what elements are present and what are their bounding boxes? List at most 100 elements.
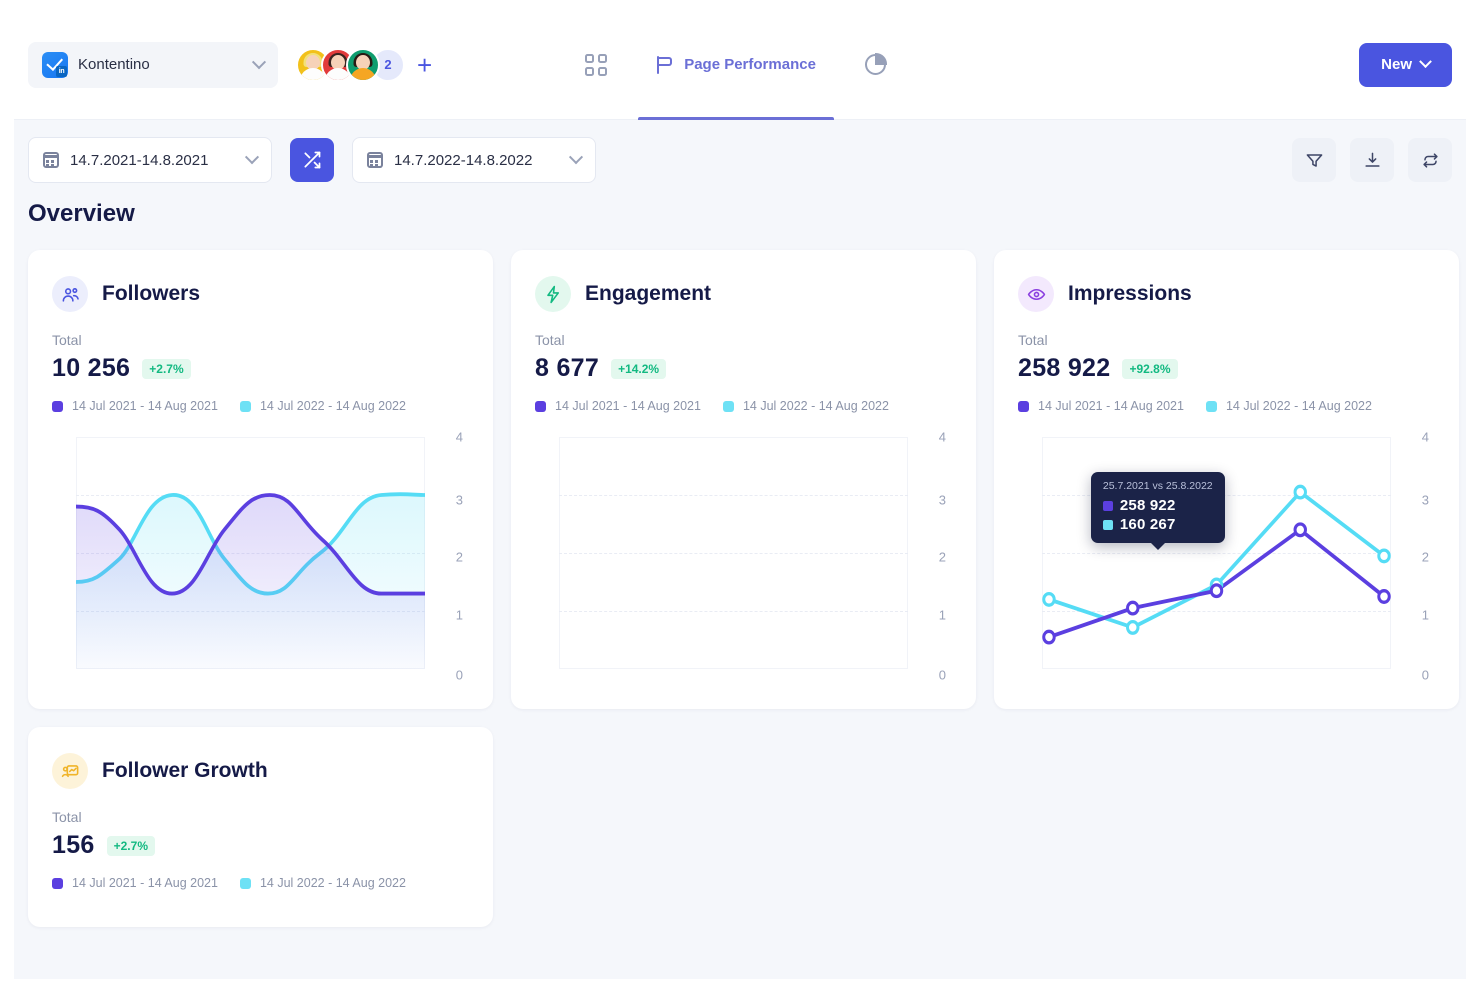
legend-item-b: 14 Jul 2022 - 14 Aug 2022 (1205, 399, 1372, 413)
brand-selector[interactable]: in Kontentino (28, 41, 278, 88)
followers-area-svg (76, 492, 425, 669)
card-follower-growth: Follower Growth Total 156 +2.7% 14 Jul 2… (28, 727, 493, 927)
frame-edge-bottom (0, 979, 1480, 987)
y-tick: 3 (455, 492, 463, 507)
plot-area: 25.7.2021 vs 25.8.2022 258 922 160 267 (1042, 437, 1391, 669)
total-row: 258 922 +92.8% (1018, 354, 1435, 383)
calendar-icon (367, 152, 383, 168)
impressions-chart[interactable]: 25.7.2021 vs 25.8.2022 258 922 160 267 (1018, 429, 1435, 687)
tooltip-row: 258 922 (1102, 497, 1213, 514)
tooltip-swatch (1102, 519, 1113, 530)
chart-legend: 14 Jul 2021 - 14 Aug 2021 14 Jul 2022 - … (52, 399, 469, 413)
legend-label: 14 Jul 2022 - 14 Aug 2022 (742, 399, 889, 413)
lightning-bolt-icon (535, 276, 571, 312)
legend-item-b: 14 Jul 2022 - 14 Aug 2022 (722, 399, 889, 413)
total-value: 10 256 (52, 354, 131, 382)
y-tick: 4 (938, 429, 946, 445)
grid-view-icon[interactable] (574, 43, 618, 87)
legend-label: 14 Jul 2021 - 14 Aug 2021 (72, 399, 218, 413)
metric-cards-row: Followers Total 10 256 +2.7% 14 Jul 2021… (28, 250, 1466, 709)
tab-bar: Page Performance (574, 10, 898, 120)
total-label: Total (1018, 332, 1048, 348)
legend-swatch (52, 877, 63, 889)
y-tick: 0 (1421, 667, 1429, 683)
flag-icon (656, 55, 674, 74)
date-range-from-value: 14.7.2021-14.8.2021 (70, 151, 209, 169)
plot-area (76, 437, 425, 669)
tab-page-performance[interactable]: Page Performance (638, 10, 834, 120)
delta-badge: +2.7% (142, 358, 191, 379)
pie-chart-icon[interactable] (854, 43, 898, 87)
tooltip-value: 258 922 (1119, 497, 1176, 514)
chevron-down-icon (1419, 55, 1432, 69)
total-label: Total (52, 809, 82, 825)
legend-item-a: 14 Jul 2021 - 14 Aug 2021 (52, 399, 218, 413)
delta-badge: +92.8% (1122, 358, 1178, 379)
gridline (559, 553, 908, 554)
brand-name: Kontentino (78, 56, 150, 73)
people-group-icon (52, 276, 88, 312)
tooltip-row: 160 267 (1102, 516, 1213, 533)
frame-edge-right (1466, 0, 1480, 987)
legend-label: 14 Jul 2021 - 14 Aug 2021 (1038, 399, 1184, 413)
engagement-chart[interactable]: 4 3 2 1 0 (535, 429, 952, 687)
content-area: Overview Followers Total 10 256 +2.7 (28, 200, 1466, 979)
chart-legend: 14 Jul 2021 - 14 Aug 2021 14 Jul 2022 - … (1018, 399, 1435, 413)
y-tick: 3 (938, 492, 946, 507)
total-row: 8 677 +14.2% (535, 354, 952, 383)
card-header: Follower Growth (52, 753, 469, 789)
y-tick: 1 (1421, 607, 1429, 623)
legend-label: 14 Jul 2022 - 14 Aug 2022 (1225, 399, 1372, 413)
tooltip-title: 25.7.2021 vs 25.8.2022 (1102, 480, 1213, 492)
y-axis: 4 3 2 1 0 (912, 429, 952, 687)
legend-item-a: 14 Jul 2021 - 14 Aug 2021 (52, 876, 218, 890)
y-tick: 0 (938, 667, 946, 683)
card-title: Follower Growth (102, 759, 268, 782)
add-member-plus-icon[interactable]: + (417, 49, 433, 80)
legend-swatch (239, 877, 251, 889)
legend-item-b: 14 Jul 2022 - 14 Aug 2022 (239, 876, 406, 890)
y-tick: 4 (1421, 429, 1429, 445)
card-title: Followers (102, 282, 201, 305)
card-header: Engagement (535, 276, 952, 312)
new-button-label: New (1381, 56, 1412, 73)
total-label: Total (535, 332, 565, 348)
calendar-icon (43, 152, 59, 168)
chevron-down-icon (568, 150, 584, 165)
chart-legend: 14 Jul 2021 - 14 Aug 2021 14 Jul 2022 - … (52, 876, 469, 890)
legend-item-b: 14 Jul 2022 - 14 Aug 2022 (239, 399, 406, 413)
frame-edge-top (0, 0, 1480, 10)
total-row: 156 +2.7% (52, 831, 469, 860)
y-axis: 4 3 2 1 0 (1395, 429, 1435, 687)
card-impressions: Impressions Total 258 922 +92.8% 14 Jul … (994, 250, 1459, 709)
card-engagement: Engagement Total 8 677 +14.2% 14 Jul 202… (511, 250, 976, 709)
tooltip-swatch (1102, 500, 1113, 511)
legend-label: 14 Jul 2022 - 14 Aug 2022 (259, 399, 406, 413)
series-b-markers (1042, 484, 1391, 635)
y-tick: 1 (938, 607, 946, 623)
new-button[interactable]: New (1359, 42, 1452, 87)
chart-legend: 14 Jul 2021 - 14 Aug 2021 14 Jul 2022 - … (535, 399, 952, 413)
card-header: Followers (52, 276, 469, 312)
total-row: 10 256 +2.7% (52, 354, 469, 383)
metric-cards-row-2: Follower Growth Total 156 +2.7% 14 Jul 2… (28, 727, 1466, 927)
legend-label: 14 Jul 2022 - 14 Aug 2022 (259, 876, 406, 890)
download-icon[interactable] (1350, 138, 1394, 182)
chevron-down-icon (244, 150, 260, 165)
y-tick: 1 (455, 607, 463, 623)
date-range-from-select[interactable]: 14.7.2021-14.8.2021 (28, 137, 272, 183)
delta-badge: +2.7% (106, 835, 155, 856)
avatar[interactable] (346, 47, 380, 82)
legend-label: 14 Jul 2021 - 14 Aug 2021 (72, 876, 218, 890)
date-range-to-select[interactable]: 14.7.2022-14.8.2022 (352, 137, 596, 183)
y-tick: 2 (455, 549, 463, 565)
avatar-stack[interactable]: 2 + (296, 47, 433, 82)
filter-icon[interactable] (1292, 138, 1336, 182)
refresh-icon[interactable] (1408, 138, 1452, 182)
swap-date-ranges-button[interactable] (290, 138, 334, 182)
total-label: Total (52, 332, 82, 348)
y-tick: 0 (455, 667, 463, 683)
total-value: 156 (52, 831, 95, 859)
followers-chart[interactable]: 4 3 2 1 0 (52, 429, 469, 687)
